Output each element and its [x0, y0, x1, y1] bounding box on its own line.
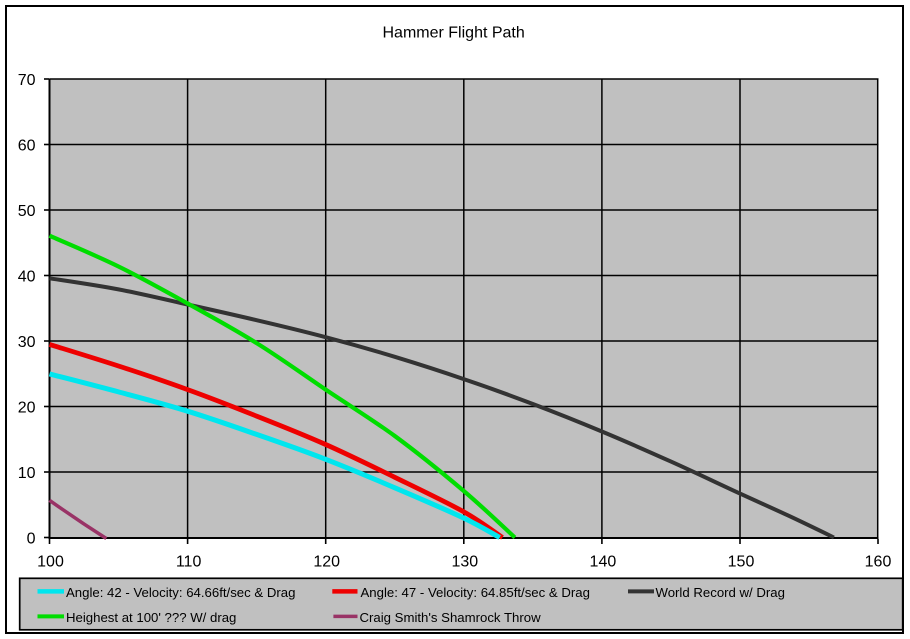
- svg-text:160: 160: [865, 554, 892, 571]
- svg-text:130: 130: [451, 554, 478, 571]
- svg-text:100: 100: [37, 554, 64, 571]
- svg-text:Angle: 42 - Velocity: 64.66ft/: Angle: 42 - Velocity: 64.66ft/sec & Drag: [66, 585, 295, 600]
- svg-text:110: 110: [176, 554, 202, 571]
- svg-text:40: 40: [18, 268, 36, 285]
- svg-text:10: 10: [18, 465, 36, 482]
- svg-text:60: 60: [18, 137, 36, 154]
- svg-text:Heighest at 100' ??? W/ drag: Heighest at 100' ??? W/ drag: [66, 610, 236, 625]
- svg-text:Angle: 47 - Velocity: 64.85ft/: Angle: 47 - Velocity: 64.85ft/sec & Drag: [361, 585, 590, 600]
- svg-text:0: 0: [27, 530, 36, 547]
- svg-text:50: 50: [18, 203, 36, 220]
- svg-text:120: 120: [313, 554, 340, 571]
- svg-text:150: 150: [728, 554, 755, 571]
- svg-text:20: 20: [18, 399, 36, 416]
- svg-text:World Record w/ Drag: World Record w/ Drag: [656, 585, 785, 600]
- svg-text:140: 140: [590, 554, 617, 571]
- svg-text:70: 70: [18, 72, 36, 89]
- svg-text:Craig Smith's Shamrock Throw: Craig Smith's Shamrock Throw: [360, 610, 542, 625]
- svg-text:Hammer Flight Path: Hammer Flight Path: [383, 25, 525, 42]
- svg-text:30: 30: [18, 334, 36, 351]
